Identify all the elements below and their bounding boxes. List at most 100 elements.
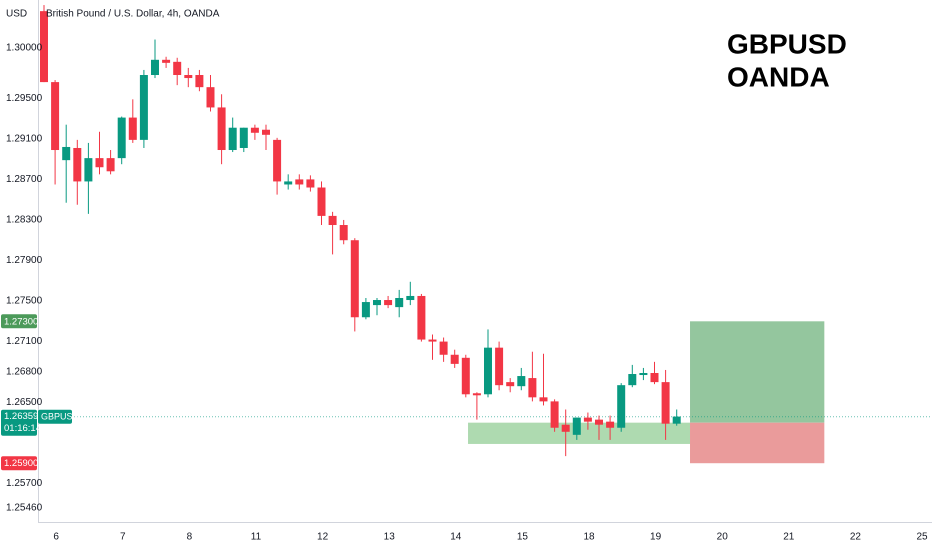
candle-body <box>495 347 504 386</box>
candle-body <box>73 147 82 182</box>
target-price-tag-bg <box>1 314 37 329</box>
candle-body <box>484 347 492 395</box>
candle-body <box>606 421 615 428</box>
y-tick-label: 1.29500 <box>6 93 43 104</box>
y-tick-label: 1.25460 <box>6 502 43 513</box>
candle-body <box>450 354 459 364</box>
plot-area <box>38 5 932 464</box>
candle-body <box>139 75 148 140</box>
candle-body <box>539 397 548 402</box>
candle-body <box>428 339 437 342</box>
candle-body <box>417 295 426 340</box>
candle-body <box>228 127 237 151</box>
candle-body <box>350 240 359 318</box>
last-price-tag: 1.26359 <box>4 411 38 422</box>
target-price-tag: 1.27300 <box>4 316 38 327</box>
chart-title: British Pound / U.S. Dollar, 4h, OANDA <box>46 9 220 20</box>
candle-body <box>184 75 193 79</box>
symbol-tag-bg <box>38 409 72 424</box>
x-tick-label: 7 <box>120 532 126 543</box>
x-tick-label: 11 <box>251 532 262 543</box>
y-tick-label: 1.27900 <box>6 255 43 266</box>
candle-body <box>550 401 559 428</box>
candle-body <box>62 146 71 161</box>
candle-body <box>672 416 681 424</box>
profit-box <box>690 321 825 423</box>
candle-body <box>128 117 137 140</box>
x-tick-label: 21 <box>783 532 795 543</box>
x-tick-label: 15 <box>517 532 529 543</box>
candle-body <box>84 158 93 182</box>
candle-body <box>373 300 381 306</box>
x-tick-label: 12 <box>317 532 329 543</box>
candle-body <box>472 393 481 396</box>
candle-body <box>639 373 648 376</box>
candle-body <box>384 300 393 306</box>
candle-body <box>284 181 293 185</box>
candle-body <box>106 158 115 172</box>
candle-body <box>150 59 159 76</box>
x-tick-label: 14 <box>450 532 462 543</box>
candle-body <box>195 75 204 88</box>
candle-body <box>595 419 603 425</box>
candle-body <box>617 385 626 428</box>
y-tick-label: 1.27500 <box>6 296 43 307</box>
candle-body <box>250 127 259 133</box>
x-tick-label: 8 <box>187 532 193 543</box>
candle-body <box>561 424 570 432</box>
candle-body <box>650 373 659 383</box>
candle-body <box>295 179 304 185</box>
y-tick-label: 1.25700 <box>6 478 43 489</box>
candle-body <box>395 297 404 308</box>
candle-body <box>273 139 282 182</box>
candle-body <box>361 302 370 318</box>
x-tick-label: 20 <box>717 532 729 543</box>
watermark-symbol: GBPUSD <box>727 28 847 59</box>
candle-body <box>173 61 182 76</box>
stop-price-tag: 1.25900 <box>4 458 38 469</box>
candle-body <box>206 87 215 108</box>
x-tick-label: 22 <box>850 532 862 543</box>
x-tick-label: 6 <box>53 532 59 543</box>
candle-body <box>583 417 592 422</box>
candle-body <box>117 117 126 159</box>
y-tick-label: 1.26500 <box>6 397 43 408</box>
x-tick-label: 13 <box>384 532 396 543</box>
y-axis-label: USD <box>6 9 27 20</box>
watermark-broker: OANDA <box>727 61 830 92</box>
x-tick-label: 19 <box>650 532 662 543</box>
stop-price-tag-bg <box>1 456 37 471</box>
x-tick-label: 18 <box>583 532 595 543</box>
candle-body <box>528 378 537 398</box>
candle-body <box>328 215 337 226</box>
candle-body <box>506 382 515 387</box>
candle-body <box>51 82 60 151</box>
candle-body <box>628 374 637 386</box>
candle-body <box>517 376 526 387</box>
candle-body <box>661 382 670 424</box>
y-tick-label: 1.27100 <box>6 336 43 347</box>
candle-body <box>95 158 104 168</box>
candle-body <box>261 129 270 135</box>
candle-body <box>572 417 581 435</box>
x-tick-label: 25 <box>916 532 928 543</box>
last-price-tag-bg <box>1 409 37 436</box>
loss-box <box>690 422 825 464</box>
candle-body <box>162 59 171 63</box>
symbol-tag: GBPUSD <box>41 412 80 422</box>
y-tick-label: 1.29100 <box>6 134 43 145</box>
countdown: 01:16:14 <box>4 423 41 434</box>
candle-body <box>461 357 470 395</box>
candle-body <box>317 187 326 216</box>
y-tick-label: 1.28700 <box>6 174 43 185</box>
candle-body <box>239 127 248 148</box>
y-tick-label: 1.30000 <box>6 42 43 53</box>
y-tick-label: 1.28300 <box>6 215 43 226</box>
candle-body <box>217 107 226 151</box>
candle-body <box>439 341 448 355</box>
y-tick-label: 1.26800 <box>6 367 43 378</box>
candle-body <box>39 11 48 83</box>
candle-body <box>306 179 315 188</box>
candle-body <box>339 225 348 241</box>
